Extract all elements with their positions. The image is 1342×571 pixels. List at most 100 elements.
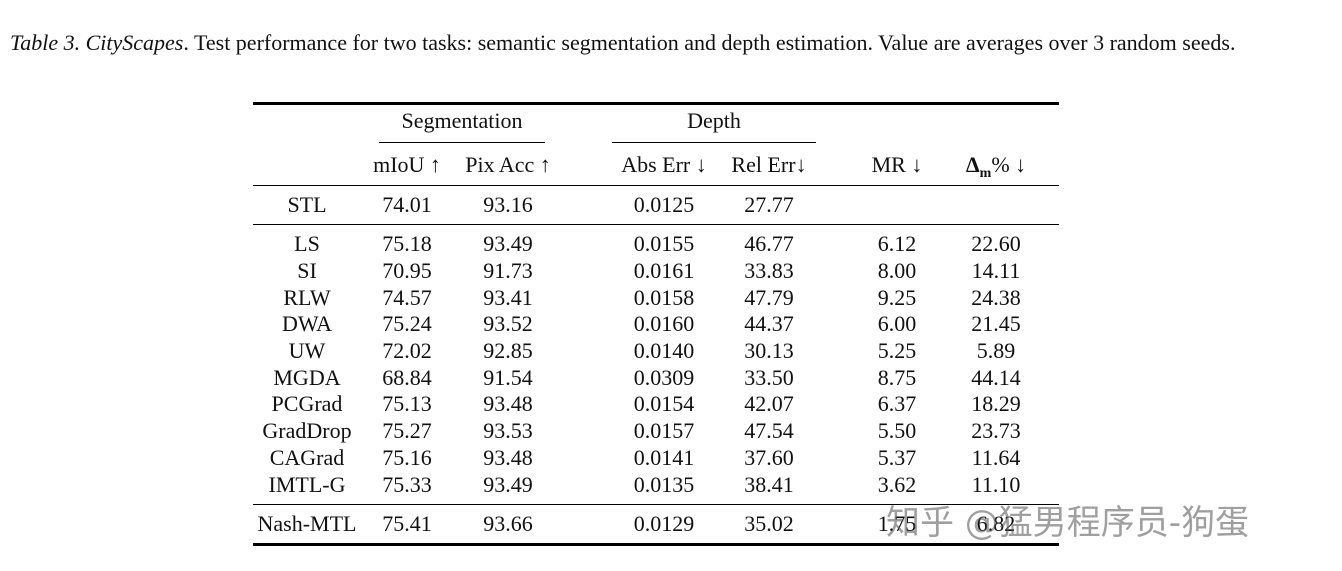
spacer-cell <box>563 311 609 338</box>
cell-delta: 5.89 <box>976 338 1016 364</box>
results-table: Segmentation Depth mIoU ↑ Pix Acc ↑ Abs … <box>253 102 1059 546</box>
table-row: RLW 74.57 93.41 0.0158 47.79 9.25 24.38 <box>253 284 1059 311</box>
cell-relerr: 42.07 <box>744 391 794 417</box>
cell-relerr: 46.77 <box>744 231 794 257</box>
cell-delta: 18.29 <box>971 391 1021 417</box>
cell-miou: 75.16 <box>382 444 432 470</box>
cell-miou: 75.13 <box>382 391 432 417</box>
cell-miou: 72.02 <box>382 338 432 364</box>
cell-pixacc: 93.49 <box>483 231 533 257</box>
cell-abserr: 0.0160 <box>633 311 695 337</box>
cell-relerr: 35.02 <box>719 504 819 546</box>
spacer-cell <box>563 338 609 365</box>
cell-miou: 75.33 <box>361 471 453 505</box>
col-header-mr: MR ↓ <box>861 145 933 186</box>
cell-method: LS <box>294 231 320 257</box>
col-header-delta: Δm% ↓ <box>933 145 1059 186</box>
cell-abserr: 0.0161 <box>633 258 695 284</box>
cell-relerr: 30.13 <box>744 338 794 364</box>
cell-pixacc: 93.16 <box>453 185 563 225</box>
cell-mr <box>861 185 933 225</box>
cell-mr: 5.50 <box>877 418 917 444</box>
cell-abserr: 0.0129 <box>609 504 719 546</box>
cell-pixacc: 93.53 <box>483 418 533 444</box>
cell-miou: 68.84 <box>382 364 432 390</box>
group-header-depth: Depth <box>612 108 816 143</box>
cell-pixacc: 93.66 <box>453 504 563 546</box>
delta-subscript: m <box>979 166 992 181</box>
cell-miou: 74.57 <box>382 284 432 310</box>
spacer-cell <box>819 364 861 391</box>
spacer-cell <box>563 225 609 258</box>
table-row-nash-mtl: Nash-MTL 75.41 93.66 0.0129 35.02 1.75 6… <box>253 504 1059 546</box>
watermark-text: 知乎 @猛男程序员-狗蛋 <box>886 503 1250 543</box>
cell-pixacc: 93.48 <box>483 444 533 470</box>
cell-mr: 6.12 <box>877 231 917 257</box>
cell-abserr: 0.0158 <box>633 284 695 310</box>
cell-delta: 23.73 <box>971 418 1021 444</box>
table-row: GradDrop 75.27 93.53 0.0157 47.54 5.50 23.73 <box>253 418 1059 445</box>
cell-delta <box>933 185 1059 225</box>
cell-relerr: 37.60 <box>744 444 794 470</box>
cell-delta: 6.82 <box>933 504 1059 546</box>
table-row-stl: STL 74.01 93.16 0.0125 27.77 <box>253 185 1059 225</box>
table-row: LS 75.18 93.49 0.0155 46.77 6.12 22.60 <box>253 225 1059 258</box>
cell-miou: 75.27 <box>382 418 432 444</box>
cell-method: MGDA <box>273 364 341 390</box>
cell-mr: 3.62 <box>861 471 933 505</box>
cell-mr: 8.75 <box>877 364 917 390</box>
cell-relerr: 44.37 <box>744 311 794 337</box>
table-row: IMTL-G 75.33 93.49 0.0135 38.41 3.62 11.10 <box>253 471 1059 505</box>
cell-relerr: 33.83 <box>744 258 794 284</box>
spacer-cell <box>563 471 609 505</box>
cell-abserr: 0.0141 <box>633 444 695 470</box>
spacer-cell <box>563 364 609 391</box>
col-header-miou: mIoU ↑ <box>361 145 453 186</box>
cell-method: STL <box>253 185 361 225</box>
cell-pixacc: 92.85 <box>483 338 533 364</box>
cell-abserr: 0.0135 <box>609 471 719 505</box>
cell-abserr: 0.0157 <box>633 418 695 444</box>
spacer-cell <box>819 338 861 365</box>
cell-method: RLW <box>283 284 331 310</box>
cell-abserr: 0.0140 <box>633 338 695 364</box>
cell-abserr: 0.0155 <box>633 231 695 257</box>
cell-miou: 75.41 <box>361 504 453 546</box>
group-header-segmentation: Segmentation <box>379 108 545 143</box>
cell-method: DWA <box>281 311 333 337</box>
cell-method: IMTL-G <box>253 471 361 505</box>
group-header-row: Segmentation Depth <box>253 105 1059 145</box>
cell-delta: 22.60 <box>971 231 1021 257</box>
table-row: DWA 75.24 93.52 0.0160 44.37 6.00 21.45 <box>253 311 1059 338</box>
cell-relerr: 47.54 <box>744 418 794 444</box>
cell-relerr: 27.77 <box>719 185 819 225</box>
spacer-cell <box>819 445 861 472</box>
cell-method: CAGrad <box>269 444 345 470</box>
spacer-cell <box>819 284 861 311</box>
delta-suffix: % ↓ <box>991 152 1027 177</box>
spacer-cell <box>819 258 861 285</box>
spacer-cell <box>819 311 861 338</box>
cell-mr: 6.00 <box>877 311 917 337</box>
cell-method: PCGrad <box>271 391 343 417</box>
table-row: PCGrad 75.13 93.48 0.0154 42.07 6.37 18.29 <box>253 391 1059 418</box>
spacer-cell <box>819 471 861 505</box>
spacer-cell <box>563 445 609 472</box>
cell-relerr: 33.50 <box>744 364 794 390</box>
spacer-cell <box>819 418 861 445</box>
cell-abserr: 0.0309 <box>633 364 695 390</box>
cell-mr: 5.37 <box>877 444 917 470</box>
cell-delta: 21.45 <box>971 311 1021 337</box>
cell-method: UW <box>288 338 326 364</box>
table-row: UW 72.02 92.85 0.0140 30.13 5.25 5.89 <box>253 338 1059 365</box>
cell-mr: 8.00 <box>877 258 917 284</box>
cell-method: GradDrop <box>262 418 352 444</box>
spacer-cell <box>563 258 609 285</box>
table-row: SI 70.95 91.73 0.0161 33.83 8.00 14.11 <box>253 258 1059 285</box>
cell-pixacc: 91.73 <box>483 258 533 284</box>
cell-mr: 5.25 <box>877 338 917 364</box>
spacer-cell <box>563 418 609 445</box>
spacer-cell <box>819 225 861 258</box>
cell-delta: 11.64 <box>971 444 1021 470</box>
caption-label: Table 3. <box>10 30 81 55</box>
